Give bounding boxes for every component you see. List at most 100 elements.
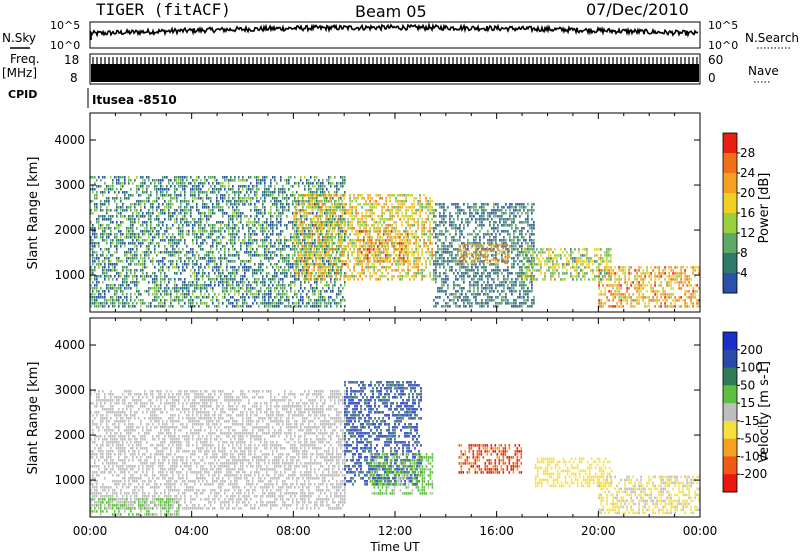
heatmap-cell xyxy=(218,203,220,206)
heatmap-cell xyxy=(182,266,184,269)
heatmap-cell xyxy=(240,197,242,200)
heatmap-cell xyxy=(363,257,365,260)
heatmap-cell xyxy=(122,215,124,218)
heatmap-cell xyxy=(329,212,331,215)
heatmap-cell xyxy=(293,221,295,224)
heatmap-cell xyxy=(248,266,250,269)
heatmap-cell xyxy=(338,248,340,251)
heatmap-cell xyxy=(311,263,313,266)
heatmap-cell xyxy=(102,302,104,305)
heatmap-cell xyxy=(142,179,144,182)
heatmap-cell xyxy=(204,182,206,185)
heatmap-cell xyxy=(411,215,413,218)
heatmap-cell xyxy=(172,299,174,302)
heatmap-cell xyxy=(409,233,411,236)
heatmap-cell xyxy=(170,242,172,245)
heatmap-cell xyxy=(323,254,325,257)
heatmap-cell xyxy=(98,281,100,284)
heatmap-cell xyxy=(174,251,176,254)
heatmap-cell xyxy=(220,257,222,260)
heatmap-cell xyxy=(443,224,445,227)
heatmap-cell xyxy=(162,221,164,224)
heatmap-cell xyxy=(377,203,379,206)
heatmap-cell xyxy=(284,287,286,290)
heatmap-cell xyxy=(405,239,407,242)
heatmap-cell xyxy=(222,197,224,200)
nsky-label: N.Sky xyxy=(2,31,36,45)
heatmap-cell xyxy=(340,284,342,287)
heatmap-cell xyxy=(168,242,170,245)
station-title: TIGER (fitACF) xyxy=(96,0,231,19)
heatmap-cell xyxy=(445,275,447,278)
heatmap-cell xyxy=(170,185,172,188)
heatmap-cell xyxy=(108,200,110,203)
heatmap-cell xyxy=(246,185,248,188)
heatmap-cell xyxy=(387,194,389,197)
heatmap-cell xyxy=(327,275,329,278)
heatmap-cell xyxy=(417,248,419,251)
heatmap-cell xyxy=(282,260,284,263)
heatmap-cell xyxy=(140,299,142,302)
heatmap-cell xyxy=(459,239,461,242)
heatmap-cell xyxy=(282,212,284,215)
heatmap-cell xyxy=(122,293,124,296)
heatmap-cell xyxy=(172,266,174,269)
heatmap-cell xyxy=(242,275,244,278)
heatmap-cell xyxy=(375,278,377,281)
heatmap-cell xyxy=(459,293,461,296)
heatmap-cell xyxy=(190,275,192,278)
heatmap-cell xyxy=(116,242,118,245)
heatmap-cell xyxy=(260,263,262,266)
heatmap-cell xyxy=(276,248,278,251)
heatmap-cell xyxy=(280,293,282,296)
heatmap-cell xyxy=(206,221,208,224)
heatmap-cell xyxy=(162,179,164,182)
heatmap-cell xyxy=(366,239,369,242)
heatmap-cell xyxy=(292,254,294,257)
heatmap-cell xyxy=(409,263,411,266)
heatmap-cell xyxy=(208,284,210,287)
heatmap-cell xyxy=(345,203,347,206)
heatmap-cell xyxy=(128,227,130,230)
heatmap-cell xyxy=(457,227,459,230)
heatmap-cell xyxy=(302,266,304,269)
heatmap-cell xyxy=(375,206,377,209)
heatmap-cell xyxy=(252,185,254,188)
heatmap-cell xyxy=(315,254,317,257)
heatmap-cell xyxy=(326,275,328,278)
heatmap-cell xyxy=(118,302,120,305)
heatmap-cell xyxy=(102,230,104,233)
heatmap-cell xyxy=(174,272,176,275)
heatmap-cell xyxy=(256,233,258,236)
heatmap-cell xyxy=(104,290,106,293)
heatmap-cell xyxy=(244,299,246,302)
heatmap-cell xyxy=(182,179,184,182)
heatmap-cell xyxy=(347,236,349,239)
heatmap-cell xyxy=(376,260,379,263)
heatmap-cell xyxy=(318,272,320,275)
heatmap-cell xyxy=(186,293,188,296)
heatmap-cell xyxy=(222,209,224,212)
heatmap-cell xyxy=(463,296,465,299)
heatmap-cell xyxy=(447,206,449,209)
heatmap-cell xyxy=(264,230,266,233)
heatmap-cell xyxy=(290,290,292,293)
heatmap-cell xyxy=(433,227,435,230)
heatmap-cell xyxy=(365,257,367,260)
heatmap-cell xyxy=(357,194,359,197)
heatmap-cell xyxy=(194,182,196,185)
heatmap-cell xyxy=(471,284,473,287)
heatmap-cell xyxy=(220,239,222,242)
heatmap-cell xyxy=(323,221,325,224)
heatmap-cell xyxy=(457,260,459,263)
heatmap-cell xyxy=(132,248,134,251)
heatmap-cell xyxy=(252,275,254,278)
heatmap-cell xyxy=(288,257,290,260)
heatmap-cell xyxy=(322,182,324,185)
heatmap-cell xyxy=(380,257,383,260)
heatmap-cell xyxy=(108,305,110,308)
heatmap-cell xyxy=(453,293,455,296)
heatmap-cell xyxy=(258,182,260,185)
heatmap-cell xyxy=(338,260,340,263)
heatmap-cell xyxy=(230,254,232,257)
